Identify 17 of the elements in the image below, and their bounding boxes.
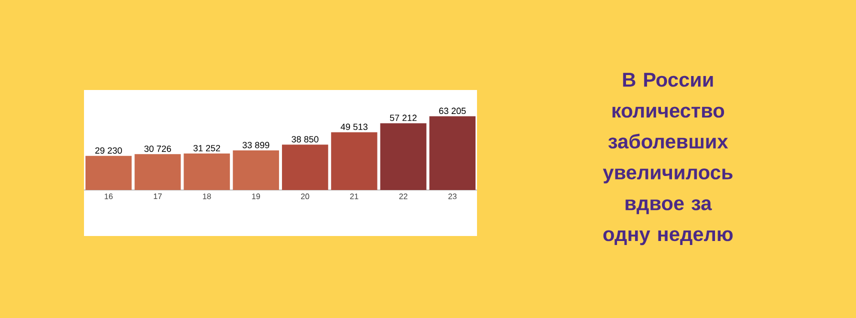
bar [380,123,426,190]
bar [232,150,280,190]
bar [85,156,132,190]
data-label: 33 899 [242,142,270,148]
data-label: 63 205 [439,108,466,114]
bar [184,154,230,190]
data-label: 31 252 [193,144,220,152]
data-label: 30 726 [144,146,171,152]
data-label: 29 230 [95,147,122,154]
text: В России количество заболевших увеличилось вдвое за одну неделю [602,72,733,246]
data-label: 49 513 [340,124,368,130]
bar [331,132,378,190]
bar [282,144,328,190]
data-label: 38 850 [292,136,318,142]
bar [429,116,476,190]
bar [134,154,181,190]
data-label: 57 212 [390,114,417,122]
